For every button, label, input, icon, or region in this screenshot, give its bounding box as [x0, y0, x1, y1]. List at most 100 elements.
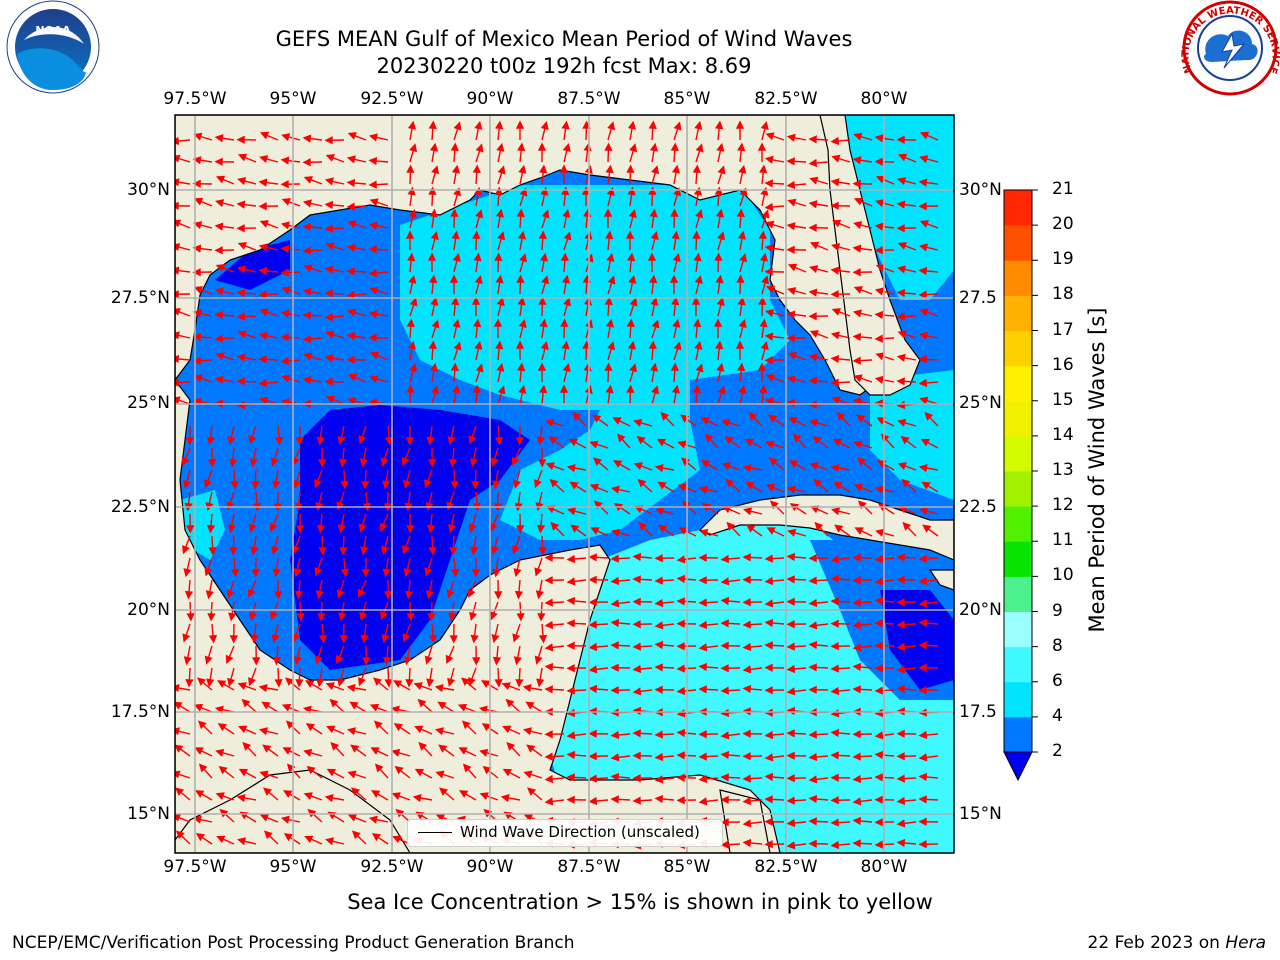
- wave-arrow-head: [490, 611, 498, 621]
- wave-arrow-head: [405, 679, 414, 688]
- wave-arrow-head: [593, 457, 603, 466]
- wave-arrow-head: [765, 483, 776, 492]
- wave-arrow-head: [360, 634, 369, 644]
- wave-arrow-head: [765, 309, 775, 318]
- wave-arrow-head: [852, 662, 862, 672]
- wave-arrow-head: [742, 838, 752, 848]
- wave-arrow-head: [874, 664, 883, 673]
- wave-arrow-head: [393, 680, 403, 688]
- wave-arrow-head: [830, 840, 840, 850]
- wave-arrow-head: [539, 252, 549, 262]
- lon-tick-top: 80°W: [860, 89, 908, 109]
- wave-arrow-head: [263, 830, 273, 840]
- wave-arrow-head: [588, 752, 597, 761]
- wave-arrow-head: [830, 331, 840, 340]
- wave-arrow-head: [405, 230, 415, 239]
- wave-arrow-head: [896, 135, 905, 144]
- wave-arrow-head: [918, 663, 927, 672]
- wave-arrow-head: [347, 727, 357, 736]
- wave-arrow-head: [649, 274, 658, 284]
- wave-arrow-head: [369, 351, 380, 360]
- wave-arrow-head: [324, 136, 333, 145]
- lat-tick-right: 15°N: [959, 804, 1002, 824]
- wave-arrow-head: [519, 253, 528, 263]
- wave-arrow-head: [569, 481, 579, 490]
- wave-arrow-head: [875, 352, 885, 361]
- wave-arrow-head: [654, 794, 664, 804]
- lat-tick-right: 25°N: [959, 393, 1002, 413]
- colorbar-tick-label: 14: [1052, 424, 1074, 445]
- colorbar-tick-label: 2: [1052, 741, 1063, 761]
- wave-arrow-head: [274, 679, 283, 688]
- wave-arrow-head: [434, 683, 444, 693]
- wave-arrow-head: [918, 840, 927, 849]
- wave-arrow-head: [588, 774, 597, 783]
- wave-arrow-head: [428, 340, 437, 350]
- wave-arrow-head: [715, 208, 725, 218]
- wave-arrow-head: [468, 677, 476, 687]
- wave-arrow-head: [346, 355, 355, 364]
- wave-arrow-head: [280, 244, 290, 254]
- wave-arrow-head: [215, 352, 225, 361]
- wave-arrow-head: [833, 481, 843, 490]
- wave-arrow-head: [896, 774, 905, 783]
- wave-arrow-head: [494, 591, 503, 600]
- wave-arrow-head: [474, 340, 483, 350]
- wave-arrow-head: [721, 462, 731, 471]
- wave-arrow-head: [263, 787, 273, 796]
- wave-arrow-head: [830, 619, 839, 628]
- wave-arrow-head: [786, 133, 796, 142]
- wave-arrow-head: [406, 318, 415, 328]
- wave-arrow-head: [536, 678, 545, 688]
- wave-arrow-head: [693, 318, 702, 328]
- wave-arrow-head: [874, 596, 884, 606]
- wave-arrow-head: [541, 209, 550, 219]
- wave-arrow-head: [918, 772, 928, 782]
- wave-arrow-head: [672, 253, 681, 263]
- wave-arrow-head: [237, 177, 247, 186]
- wave-arrow-head: [192, 156, 202, 165]
- wave-arrow-head: [373, 677, 383, 686]
- wave-arrow-head: [445, 654, 454, 665]
- wave-arrow-head: [280, 180, 289, 189]
- colorbar-segment: [1004, 190, 1032, 226]
- wave-arrow-head: [671, 164, 681, 174]
- wave-arrow-head: [517, 296, 526, 306]
- wave-arrow-head: [373, 720, 383, 730]
- wave-arrow-head: [293, 479, 302, 489]
- wave-arrow-head: [236, 377, 245, 386]
- wave-arrow-head: [183, 479, 192, 489]
- wave-arrow-head: [896, 819, 906, 828]
- wave-arrow-head: [214, 375, 224, 384]
- wave-arrow-head: [720, 731, 730, 740]
- wave-arrow-head: [745, 481, 755, 490]
- wave-arrow-head: [413, 682, 423, 691]
- wave-arrow-head: [451, 230, 460, 240]
- wave-arrow-head: [692, 230, 701, 239]
- wave-arrow-head: [720, 818, 729, 827]
- wave-arrow-head: [473, 252, 482, 262]
- colorbar-tick-label: 20: [1052, 214, 1074, 235]
- wave-arrow-head: [852, 356, 861, 365]
- wave-arrow-head: [786, 751, 795, 760]
- wave-arrow-head: [502, 768, 512, 777]
- wave-arrow-head: [605, 318, 615, 328]
- wave-arrow-head: [271, 634, 280, 644]
- wave-arrow-head: [214, 246, 223, 255]
- wave-arrow-head: [461, 677, 471, 686]
- wave-arrow-head: [737, 362, 746, 372]
- wave-arrow-head: [350, 744, 360, 753]
- wave-arrow-head: [208, 547, 217, 556]
- wave-arrow-head: [368, 180, 377, 189]
- wave-arrow-head: [629, 143, 638, 153]
- wave-arrow-head: [875, 528, 885, 537]
- wave-arrow-head: [293, 568, 302, 578]
- wave-arrow-head: [560, 318, 569, 327]
- wave-arrow-head: [539, 318, 548, 328]
- wave-arrow-head: [765, 220, 775, 229]
- wave-arrow-head: [786, 375, 796, 384]
- wave-arrow-head: [258, 290, 267, 299]
- wave-arrow-head: [698, 553, 707, 562]
- wave-arrow-head: [562, 143, 571, 153]
- wave-arrow-head: [896, 684, 906, 694]
